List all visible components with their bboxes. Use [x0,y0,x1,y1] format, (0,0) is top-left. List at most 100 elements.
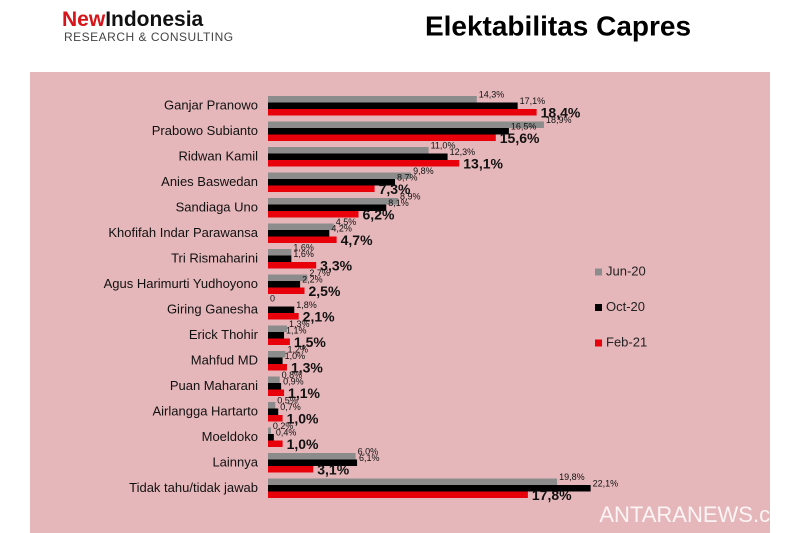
category-label: Erick Thohir [189,327,259,342]
bar [268,415,283,422]
bar [268,402,276,409]
bar [268,121,544,128]
bar [268,185,375,192]
bar [268,466,314,473]
bar [268,478,558,485]
value-label: 18,9% [546,115,572,125]
value-label: 15,6% [500,130,540,146]
value-label: 6,0% [358,446,379,456]
bar [268,459,358,466]
value-label: 17,1% [520,96,546,106]
category-label: Ridwan Kamil [179,148,259,163]
category-label: Agus Harimurti Yudhoyono [104,276,258,291]
category-label: Tri Rismaharini [171,250,258,265]
value-label: 1,8% [296,300,317,310]
bar [268,96,477,103]
bar [268,255,292,262]
value-label: 4,5% [336,217,357,227]
bar [268,236,337,243]
category-label: Ganjar Pranowo [164,97,258,112]
value-label: 1,1% [288,385,320,401]
value-label: 2,2% [302,274,323,284]
legend-label: Oct-20 [606,299,645,314]
bar [268,338,290,345]
value-label: 1,0% [287,436,319,452]
category-label: Giring Ganesha [167,301,259,316]
bar [268,179,396,186]
value-label: 3,1% [317,462,349,478]
value-label: 4,2% [331,223,352,233]
category-label: Prabowo Subianto [152,123,258,138]
bar [268,223,334,230]
chart-title: Elektabilitas Capres [425,10,691,41]
bar [268,204,387,211]
bar [268,313,299,320]
category-label: Puan Maharani [170,378,258,393]
bar [268,102,518,109]
value-label: 4,7% [341,232,373,248]
bar [268,134,496,141]
watermark: ANTARANEWS.com [599,502,800,527]
bar [268,408,279,415]
value-label: 7,3% [379,181,411,197]
bar [268,427,271,434]
value-label: 16,5% [511,121,537,131]
value-label: 2,7% [309,268,330,278]
bar [268,485,591,492]
bar [268,440,283,447]
bar [268,211,359,218]
plot-background [30,72,770,533]
value-label: 1,0% [287,411,319,427]
bar [268,262,317,269]
bar [268,332,285,339]
category-label: Khofifah Indar Parawansa [108,225,258,240]
legend-label: Jun-20 [606,263,646,278]
value-label: 6,1% [359,453,380,463]
bar [268,230,330,237]
value-label: 8,7% [397,172,418,182]
value-label: 2,5% [309,283,341,299]
value-label: 0,2% [273,421,294,431]
value-label: 8,9% [400,191,421,201]
bar [268,491,528,498]
bar [268,153,448,160]
value-label: 1,3% [291,360,323,376]
brand-second: Indonesia [105,8,203,31]
legend-label: Feb-21 [606,334,647,349]
value-label: 0,7% [280,402,301,412]
bar [268,287,305,294]
bar [268,172,412,179]
value-label: 1,1% [286,325,307,335]
brand-first: New [62,8,106,31]
value-label: 0,4% [276,427,297,437]
value-label: 9,8% [413,166,434,176]
value-label: 1,5% [294,334,326,350]
bar [268,306,295,313]
bar [268,376,280,383]
bar [268,453,356,460]
value-label: 1,2% [288,344,309,354]
value-label: 1,6% [293,249,314,259]
category-label: Anies Baswedan [161,174,258,189]
category-label: Lainnya [212,454,258,469]
bar [268,383,282,390]
value-label: 6,2% [363,207,395,223]
bar [268,147,429,154]
legend-marker [595,304,602,311]
bar [268,249,292,256]
value-label: 8,1% [388,198,409,208]
value-label: 0 [270,293,275,303]
value-label: 22,1% [593,478,619,488]
category-label: Tidak tahu/tidak jawab [129,480,258,495]
bar [268,351,286,358]
brand: NewIndonesia [62,8,204,31]
category-label: Sandiaga Uno [176,199,258,214]
value-label: 17,8% [532,487,572,503]
value-label: 12,3% [450,147,476,157]
value-label: 1,0% [285,351,306,361]
value-label: 3,3% [320,258,352,274]
bar [268,357,283,364]
value-label: 1,3% [289,319,310,329]
value-label: 11,0% [431,140,456,150]
